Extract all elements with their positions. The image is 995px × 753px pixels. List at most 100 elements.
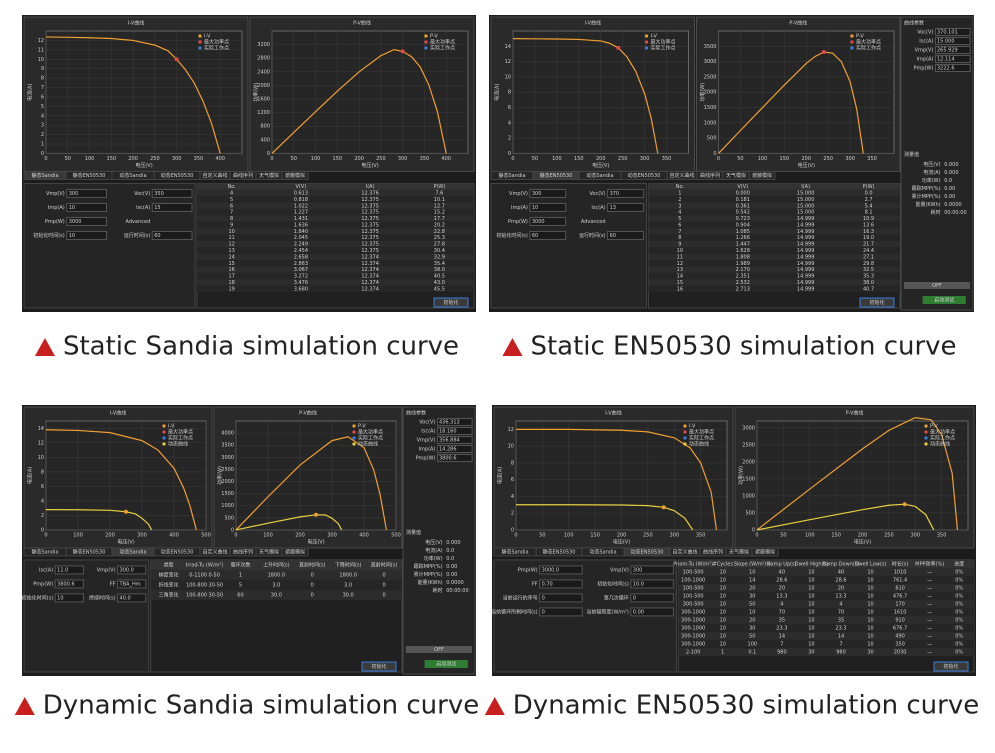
field-value: 0 <box>633 595 636 601</box>
curve <box>516 504 694 531</box>
init-button[interactable] <box>433 297 469 308</box>
x-tick-label: 300 <box>398 156 408 162</box>
table-cell: 676.7 <box>893 625 907 631</box>
init-button[interactable] <box>361 661 397 672</box>
field-input[interactable] <box>151 202 193 212</box>
table-cell: 0 <box>311 572 314 578</box>
field-input[interactable] <box>54 565 84 575</box>
init-button[interactable] <box>859 297 895 308</box>
y-tick-label: 4 <box>511 494 514 500</box>
start-button[interactable] <box>922 296 966 304</box>
table-cell: — <box>927 601 932 607</box>
y-tick-label: 500 <box>224 515 234 521</box>
column-header: 循环次数 <box>230 561 250 568</box>
y-tick-label: 0 <box>231 527 234 533</box>
field-input[interactable] <box>66 202 107 212</box>
caption: Dynamic Sandia simulation curve <box>43 691 479 721</box>
tab-label: 天气模拟 <box>726 172 746 179</box>
field-input[interactable] <box>54 593 84 603</box>
field-value: 3000.0 <box>542 567 560 573</box>
field-input[interactable] <box>539 607 583 617</box>
param-label: Vmp(V) <box>915 48 934 54</box>
table-cell: 28.6 <box>776 577 787 583</box>
tab[interactable] <box>751 547 779 557</box>
field-input[interactable] <box>529 216 567 226</box>
x-tick-label: 50 <box>65 156 71 162</box>
table-cell: 4 <box>780 601 783 607</box>
field-input[interactable] <box>607 202 644 212</box>
tab-label: 自定义曲线 <box>669 172 694 179</box>
field-label: 当前运行的序号 <box>503 594 538 601</box>
chart-title: P-V曲线 <box>353 20 371 27</box>
init-button[interactable] <box>933 661 969 672</box>
field-label: Vmp(V) <box>610 567 629 573</box>
tab[interactable] <box>748 170 776 180</box>
table-cell: 0% <box>955 601 963 607</box>
field-input[interactable] <box>607 230 644 240</box>
field-label: 初始化时间(s) <box>496 232 528 239</box>
measure-label: 电流(A) <box>425 547 442 554</box>
field-input[interactable] <box>529 202 567 212</box>
field-input[interactable] <box>630 593 674 603</box>
param-box <box>935 37 971 45</box>
y-tick-label: 0 <box>41 527 44 533</box>
table-cell: 300-1000 <box>681 641 705 647</box>
legend-label: 实际工作点 <box>651 45 676 52</box>
field-input[interactable] <box>630 607 674 617</box>
table-row <box>197 228 474 235</box>
table-cell: 300-500 <box>683 601 704 607</box>
y-axis-label: 电流(A) <box>497 467 504 484</box>
table-cell: 45.5 <box>434 286 445 292</box>
field-input[interactable] <box>529 188 567 198</box>
x-tick-label: 50 <box>539 532 545 538</box>
field-input[interactable] <box>529 230 567 240</box>
table-row <box>678 575 974 584</box>
table-cell: 1.227 <box>294 210 308 216</box>
table-cell: 7 <box>230 210 233 216</box>
chart-title: P-V曲线 <box>846 410 864 417</box>
field-input[interactable] <box>151 188 193 198</box>
field-input[interactable] <box>630 579 674 589</box>
field-input[interactable] <box>151 230 193 240</box>
measure-label: 电压(V) <box>923 161 940 168</box>
table-header <box>648 183 900 190</box>
y-tick-label: 3000 <box>704 59 717 65</box>
table-cell: 14.999 <box>797 254 815 260</box>
table-cell: 1010 <box>894 569 907 575</box>
field-input[interactable] <box>539 579 583 589</box>
tab-label: 自定义曲线 <box>202 548 227 555</box>
table-cell: 9 <box>230 222 233 228</box>
y-axis-label: 功率(W) <box>738 466 745 485</box>
field-input[interactable] <box>66 216 107 226</box>
tab-label: 动态Sandia <box>589 548 616 555</box>
x-tick-label: 0 <box>755 532 758 538</box>
tab-label: 静态EN50530 <box>73 172 106 179</box>
tab[interactable] <box>281 547 309 557</box>
field-input[interactable] <box>539 565 583 575</box>
start-button[interactable] <box>424 660 468 668</box>
tab[interactable] <box>281 170 309 180</box>
field-input[interactable] <box>117 579 147 589</box>
legend-swatch <box>924 442 928 446</box>
legend-swatch <box>424 34 428 38</box>
field-input[interactable] <box>117 565 147 575</box>
field-label: 当前辐照度(W/m²) <box>586 608 628 615</box>
field-value: 3000 <box>532 219 545 225</box>
table-cell: 20 <box>838 585 844 591</box>
field-input[interactable] <box>117 593 147 603</box>
x-tick-label: 100 <box>805 532 815 538</box>
field-input[interactable] <box>66 188 107 198</box>
table-cell: 980 <box>836 649 846 655</box>
table-cell: 12 <box>677 261 683 267</box>
table-cell: 14.999 <box>797 267 815 273</box>
field-input[interactable] <box>66 230 107 240</box>
column-header: 直射时间(s) <box>299 561 326 568</box>
field-input[interactable] <box>630 565 674 575</box>
field-input[interactable] <box>607 188 644 198</box>
measure-value: 00:00:00 <box>446 588 468 594</box>
x-tick-label: 150 <box>574 156 584 162</box>
field-input[interactable] <box>54 579 84 589</box>
param-value: 436.313 <box>439 420 460 426</box>
table-cell: 2.532 <box>736 280 750 286</box>
field-input[interactable] <box>539 593 583 603</box>
